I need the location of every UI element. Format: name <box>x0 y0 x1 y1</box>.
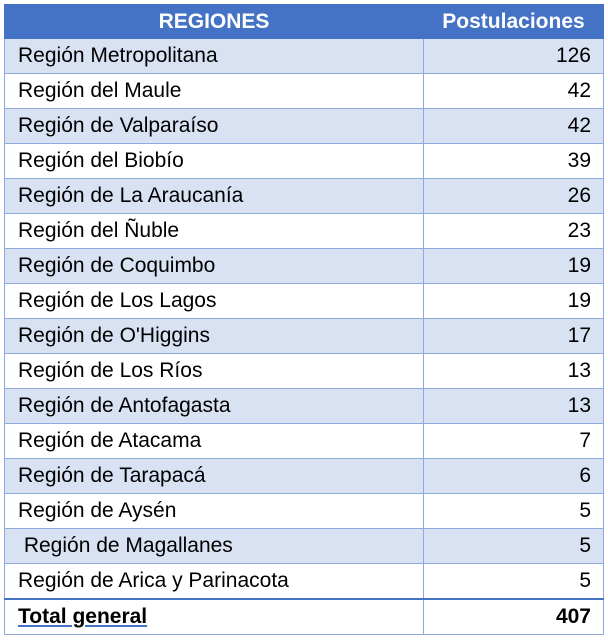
region-name-cell: Región de Antofagasta <box>4 388 424 424</box>
postulaciones-count-cell: 42 <box>423 73 604 109</box>
header-row: REGIONES Postulaciones <box>4 4 604 39</box>
postulaciones-count-cell: 7 <box>423 423 604 459</box>
table-body: Región Metropolitana 126 Región del Maule 4… <box>4 38 604 600</box>
header-postulaciones: Postulaciones <box>423 4 604 39</box>
postulaciones-count-cell: 42 <box>423 108 604 144</box>
postulaciones-count-cell: 39 <box>423 143 604 179</box>
table-row: Región del Maule 42 <box>4 73 604 109</box>
table-footer: Total general 407 <box>4 598 604 635</box>
region-name-cell: Región del Maule <box>4 73 424 109</box>
table-row: Región de Los Ríos 13 <box>4 353 604 389</box>
table-row: Región de Arica y Parinacota 5 <box>4 563 604 600</box>
region-name-cell: Región de O'Higgins <box>4 318 424 354</box>
table-row: Región de Los Lagos 19 <box>4 283 604 319</box>
postulaciones-count-cell: 19 <box>423 283 604 319</box>
postulaciones-count-cell: 26 <box>423 178 604 214</box>
table-row: Región del Ñuble 23 <box>4 213 604 249</box>
header-regiones: REGIONES <box>4 4 424 39</box>
table-header: REGIONES Postulaciones <box>4 4 604 39</box>
region-name-cell: Región de La Araucanía <box>4 178 424 214</box>
postulaciones-count-cell: 23 <box>423 213 604 249</box>
table-row: Región de Aysén 5 <box>4 493 604 529</box>
region-name-cell: Región de Tarapacá <box>4 458 424 494</box>
region-name-cell: Región del Ñuble <box>4 213 424 249</box>
regions-table-container: REGIONES Postulaciones Región Metropolit… <box>4 4 604 635</box>
table-row: Región de Magallanes 5 <box>4 528 604 564</box>
table-row: Región Metropolitana 126 <box>4 38 604 74</box>
region-name-cell: Región del Biobío <box>4 143 424 179</box>
table-row: Región de Antofagasta 13 <box>4 388 604 424</box>
region-name-cell: Región de Aysén <box>4 493 424 529</box>
postulaciones-count-cell: 5 <box>423 493 604 529</box>
table-row: Región de Coquimbo 19 <box>4 248 604 284</box>
region-name-cell: Región de Arica y Parinacota <box>4 563 424 600</box>
table-row: Región de O'Higgins 17 <box>4 318 604 354</box>
total-label: Total general <box>4 598 424 635</box>
region-name-cell: Región de Magallanes <box>4 528 424 564</box>
region-name-cell: Región de Los Ríos <box>4 353 424 389</box>
postulaciones-count-cell: 19 <box>423 248 604 284</box>
region-name-cell: Región de Atacama <box>4 423 424 459</box>
total-count: 407 <box>423 598 604 635</box>
postulaciones-count-cell: 13 <box>423 388 604 424</box>
region-name-cell: Región de Los Lagos <box>4 283 424 319</box>
table-row: Región del Biobío 39 <box>4 143 604 179</box>
table-row: Región de Valparaíso 42 <box>4 108 604 144</box>
table-row: Región de Atacama 7 <box>4 423 604 459</box>
table-row: Región de La Araucanía 26 <box>4 178 604 214</box>
postulaciones-count-cell: 126 <box>423 38 604 74</box>
postulaciones-count-cell: 13 <box>423 353 604 389</box>
regions-table: REGIONES Postulaciones Región Metropolit… <box>4 4 604 635</box>
postulaciones-count-cell: 17 <box>423 318 604 354</box>
region-name-cell: Región de Coquimbo <box>4 248 424 284</box>
region-name-cell: Región Metropolitana <box>4 38 424 74</box>
total-row: Total general 407 <box>4 598 604 635</box>
table-row: Región de Tarapacá 6 <box>4 458 604 494</box>
postulaciones-count-cell: 5 <box>423 563 604 600</box>
postulaciones-count-cell: 6 <box>423 458 604 494</box>
region-name-cell: Región de Valparaíso <box>4 108 424 144</box>
postulaciones-count-cell: 5 <box>423 528 604 564</box>
